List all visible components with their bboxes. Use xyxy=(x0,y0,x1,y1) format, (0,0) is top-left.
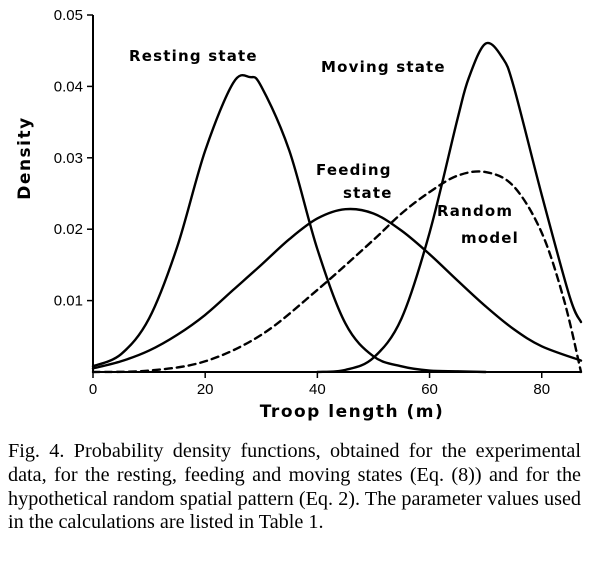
x-tick-label: 0 xyxy=(89,381,97,398)
density-curves xyxy=(91,41,583,374)
figure-caption: Fig. 4. Probability density functions, o… xyxy=(8,440,581,534)
y-axis-ticks: 0.01 0.02 0.03 0.04 0.05 xyxy=(54,7,93,310)
series-line-random-model xyxy=(91,170,583,374)
x-tick-label: 20 xyxy=(197,381,214,398)
series-line-feeding-state xyxy=(91,207,583,370)
annotation-resting-state: Resting state xyxy=(129,47,258,65)
x-axis-ticks: 0 20 40 60 80 xyxy=(89,372,550,398)
x-tick-label: 60 xyxy=(421,381,438,398)
annotation-random-line1: Random xyxy=(437,202,513,220)
annotation-feeding-line2: state xyxy=(343,184,393,202)
annotation-moving-state: Moving state xyxy=(321,58,446,76)
annotation-feeding-line1: Feeding xyxy=(316,161,392,179)
y-tick-label: 0.04 xyxy=(54,78,83,95)
x-tick-label: 40 xyxy=(309,381,326,398)
series-line-moving-state xyxy=(316,41,583,374)
y-tick-label: 0.02 xyxy=(54,221,83,238)
x-axis-title: Troop length (m) xyxy=(260,402,445,422)
annotation-random-line2: model xyxy=(461,229,519,247)
y-axis-title: Density xyxy=(15,116,35,199)
y-tick-label: 0.03 xyxy=(54,150,83,167)
series-line-resting-state xyxy=(91,73,487,374)
density-chart: 0.01 0.02 0.03 0.04 0.05 0 20 40 60 80 Density T… xyxy=(15,7,583,422)
y-tick-label: 0.05 xyxy=(54,7,83,24)
x-tick-label: 80 xyxy=(533,381,550,398)
y-tick-label: 0.01 xyxy=(54,293,83,310)
